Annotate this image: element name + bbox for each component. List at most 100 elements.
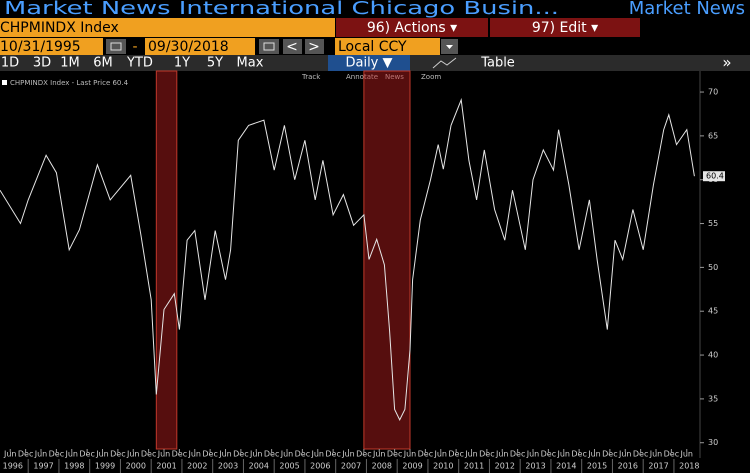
- recession-band: [155, 70, 178, 450]
- year-label: 2013: [525, 462, 545, 471]
- next-label[interactable]: >: [308, 39, 320, 55]
- frequency[interactable]: Daily ▼: [345, 56, 392, 71]
- y-tick-label: 40: [708, 351, 718, 360]
- next-button[interactable]: [305, 39, 324, 54]
- x-tick-label: Jun: [34, 450, 48, 459]
- toolbar-button[interactable]: Track: [301, 73, 321, 81]
- year-label: 2007: [341, 462, 361, 471]
- x-tick-label: Dec: [172, 450, 187, 459]
- y-tick-label: 55: [708, 219, 718, 228]
- date-dash: -: [132, 39, 137, 55]
- year-label: 2018: [679, 462, 699, 471]
- toolbar-button[interactable]: Zoom: [421, 73, 441, 81]
- toolbar-button[interactable]: News: [385, 73, 404, 81]
- x-tick-label: Dec: [141, 450, 156, 459]
- currency-dropdown[interactable]: [335, 38, 440, 55]
- actions-label[interactable]: 96) Actions ▾: [367, 20, 457, 36]
- x-tick-label: Jun: [218, 450, 232, 459]
- end-date[interactable]: 09/30/2018: [148, 39, 229, 55]
- period-button[interactable]: YTD: [126, 56, 153, 71]
- x-tick-label: Dec: [325, 450, 340, 459]
- table-button[interactable]: Table: [480, 56, 515, 71]
- x-tick-label: Jun: [280, 450, 294, 459]
- x-tick-label: Dec: [664, 450, 679, 459]
- year-label: 2011: [464, 462, 484, 471]
- x-tick-label: Jun: [618, 450, 632, 459]
- ticker: CHPMINDX Index: [0, 20, 119, 36]
- title: Market News International Chicago Busin.…: [4, 0, 559, 19]
- x-tick-label: Jun: [372, 450, 386, 459]
- year-label: 2014: [556, 462, 576, 471]
- edit-label[interactable]: 97) Edit ▾: [532, 20, 598, 36]
- more-button[interactable]: »: [722, 54, 731, 72]
- x-tick-label: Jun: [587, 450, 601, 459]
- period-button[interactable]: 1D: [1, 56, 19, 71]
- frequency-button[interactable]: [328, 55, 410, 71]
- chart-icon[interactable]: [432, 57, 457, 69]
- year-label: 2009: [402, 462, 422, 471]
- year-label: 2003: [218, 462, 238, 471]
- y-tick-label: 30: [708, 438, 718, 447]
- year-label: 2012: [495, 462, 515, 471]
- recession-band: [363, 70, 411, 450]
- year-label: 2008: [372, 462, 392, 471]
- year-label: 2016: [618, 462, 638, 471]
- x-tick-label: Jun: [341, 450, 355, 459]
- period-button[interactable]: 1M: [60, 56, 80, 71]
- y-tick-label: 50: [708, 263, 718, 272]
- y-tick-label: 35: [708, 394, 718, 403]
- x-tick-label: Dec: [202, 450, 217, 459]
- period-button[interactable]: Max: [237, 56, 264, 71]
- year-label: 2015: [587, 462, 607, 471]
- y-tick-label: 70: [708, 88, 718, 97]
- x-tick-label: Jun: [649, 450, 663, 459]
- period-button[interactable]: 5Y: [207, 56, 223, 71]
- period-button[interactable]: 6M: [93, 56, 113, 71]
- toolbar-button[interactable]: Annotate: [346, 73, 378, 81]
- x-tick-label: Dec: [233, 450, 248, 459]
- year-label: 1996: [3, 462, 23, 471]
- x-tick-label: Dec: [264, 450, 279, 459]
- calendar-icon[interactable]: [106, 39, 126, 54]
- year-label: 2002: [187, 462, 207, 471]
- source: Market News: [629, 0, 745, 19]
- x-tick-label: Dec: [49, 450, 64, 459]
- x-tick-label: Jun: [526, 450, 540, 459]
- year-label: 2010: [433, 462, 453, 471]
- actions-button[interactable]: [336, 18, 488, 37]
- x-tick-label: Dec: [18, 450, 33, 459]
- x-tick-label: Dec: [541, 450, 556, 459]
- x-tick-label: Dec: [448, 450, 463, 459]
- last-price-box: [703, 171, 725, 182]
- year-label: 2000: [126, 462, 146, 471]
- x-tick-label: Dec: [510, 450, 525, 459]
- last-price-label: 60.4: [706, 172, 724, 181]
- x-tick-label: Dec: [571, 450, 586, 459]
- x-tick-label: Jun: [311, 450, 325, 459]
- start-date[interactable]: 10/31/1995: [0, 39, 81, 55]
- x-tick-label: Jun: [495, 450, 509, 459]
- y-tick-label: 65: [708, 131, 718, 140]
- x-tick-label: Jun: [65, 450, 79, 459]
- x-tick-label: Jun: [680, 450, 694, 459]
- prev-button[interactable]: [283, 39, 302, 54]
- x-tick-label: Dec: [295, 450, 310, 459]
- currency[interactable]: Local CCY: [338, 39, 407, 55]
- period-button[interactable]: 3D: [33, 56, 51, 71]
- start-date-input[interactable]: [0, 38, 103, 55]
- calendar-glyph: [263, 42, 275, 51]
- prev-label[interactable]: <: [286, 39, 298, 55]
- calendar-icon[interactable]: [259, 39, 279, 54]
- calendar-glyph: [110, 42, 122, 51]
- x-tick-label: Jun: [434, 450, 448, 459]
- year-label: 2017: [648, 462, 668, 471]
- end-date-input[interactable]: [145, 38, 255, 55]
- year-label: 2005: [279, 462, 299, 471]
- x-tick-label: Dec: [356, 450, 371, 459]
- ticker-bar: [0, 18, 335, 37]
- period-button[interactable]: 1Y: [174, 56, 190, 71]
- dropdown-arrow: [446, 45, 453, 49]
- year-label: 2004: [249, 462, 269, 471]
- edit-button[interactable]: [490, 18, 640, 37]
